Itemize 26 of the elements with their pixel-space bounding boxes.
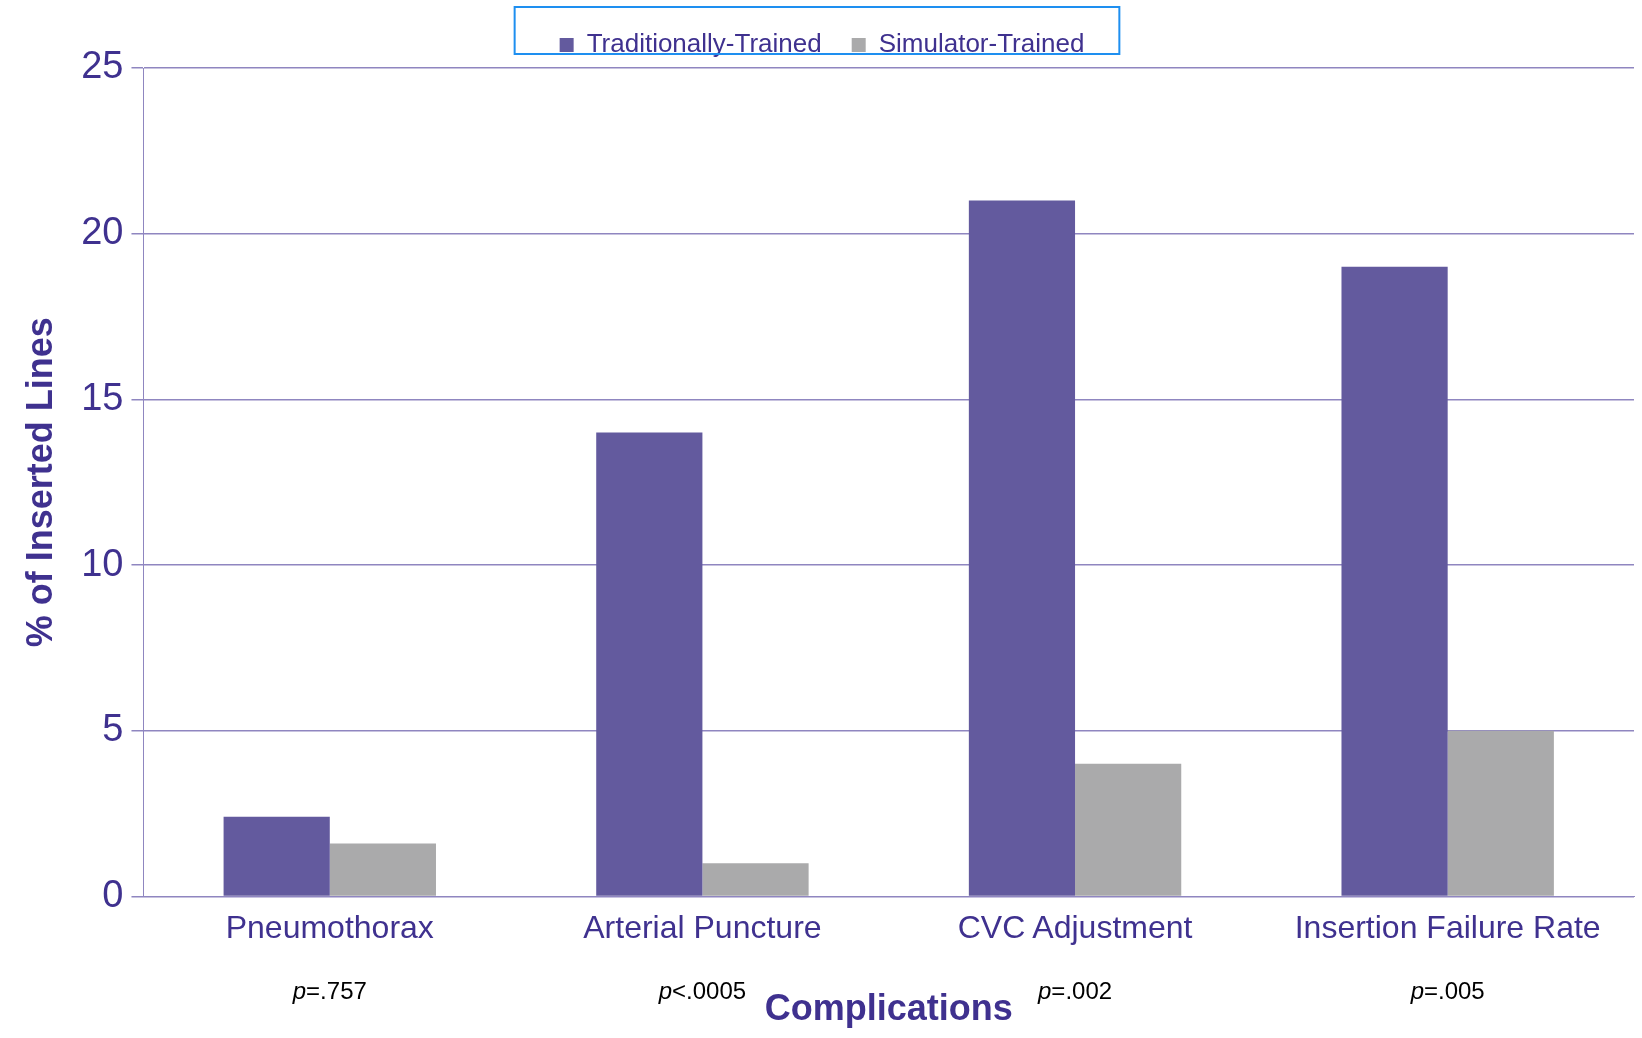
y-tick-label: 10 [81,541,124,584]
bar [1075,763,1182,896]
bar [702,863,809,896]
y-tick-label: 15 [81,375,124,418]
bar [1447,730,1554,896]
x-tick-label: Pneumothorax [225,909,434,946]
text: p=.002 [1037,976,1113,1004]
y-tick-label: 5 [102,707,124,750]
x-tick-label: Arterial Puncture [583,909,822,946]
bar [329,843,436,896]
y-tick-label: 25 [81,44,124,87]
text: p<.0005 [657,976,747,1004]
x-tick-label: Insertion Failure Rate [1294,909,1601,946]
bar [223,816,330,896]
legend-label: Traditionally-Trained [586,28,822,59]
bar [968,200,1076,896]
bar [596,432,703,896]
text: p=.757 [291,976,367,1004]
bar [1341,266,1448,896]
y-tick-label: 20 [81,210,124,253]
y-axis-title: % of Inserted Lines [18,317,60,648]
legend-label: Simulator-Trained [878,28,1085,59]
x-axis-title: Complications [764,987,1013,1029]
x-tick-label: CVC Adjustment [957,909,1193,946]
text: p=.005 [1409,976,1485,1004]
y-tick-label: 0 [102,872,124,915]
